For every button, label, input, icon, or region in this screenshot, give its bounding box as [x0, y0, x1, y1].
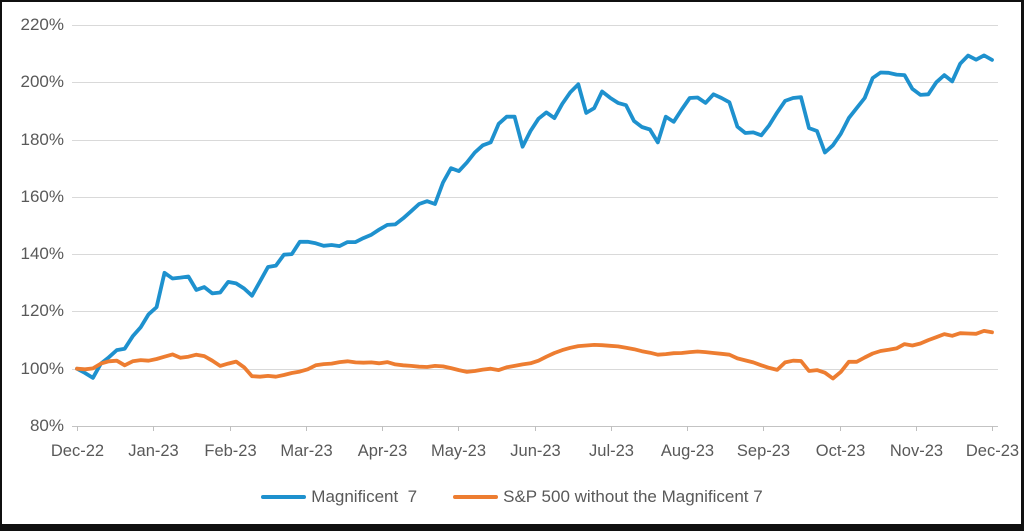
- border-left: [0, 0, 2, 531]
- legend: Magnificent 7 S&P 500 without the Magnif…: [0, 485, 1024, 509]
- x-axis-tick-label: Sep-23: [736, 442, 791, 460]
- y-axis-tick-label: 200%: [20, 72, 64, 92]
- y-axis-tick-label: 220%: [20, 15, 64, 34]
- x-axis-tick-label: Feb-23: [204, 442, 257, 460]
- y-axis-tick-label: 100%: [20, 358, 64, 378]
- y-axis-tick-label: 160%: [20, 186, 64, 206]
- legend-label-sp500-ex-mag7: S&P 500 without the Magnificent 7: [503, 487, 763, 506]
- border-bottom: [0, 524, 1024, 531]
- x-axis-tick-label: Jan-23: [128, 442, 179, 460]
- x-axis-tick-label: Apr-23: [357, 442, 408, 460]
- legend-label-magnificent-7: Magnificent 7: [311, 487, 418, 506]
- legend-item-magnificent-7: Magnificent 7: [261, 487, 417, 507]
- x-axis-tick-label: Dec-22: [50, 442, 105, 460]
- x-axis-tick-label: May-23: [430, 442, 487, 460]
- series-line-sp500-ex-mag7: [75, 328, 994, 381]
- y-axis-tick-label: 80%: [29, 416, 64, 435]
- legend-line-marker-orange: [453, 494, 499, 500]
- x-axis-tick-label: Oct-23: [815, 442, 866, 460]
- x-axis-tick-label: Mar-23: [280, 442, 333, 460]
- x-axis-tick-label: Jun-23: [510, 442, 561, 460]
- border-top: [0, 0, 1024, 2]
- series-line-magnificent-7: [75, 53, 994, 380]
- legend-line-marker-blue: [261, 494, 307, 500]
- x-axis-tick-label: Aug-23: [660, 442, 715, 460]
- x-axis-tick-label: Nov-23: [889, 442, 944, 460]
- x-axis-tick-label: Jul-23: [589, 442, 634, 460]
- legend-item-sp500-ex-mag7: S&P 500 without the Magnificent 7: [453, 487, 763, 507]
- y-axis-tick-label: 120%: [20, 301, 64, 321]
- x-axis-tick-label: Dec-23: [965, 442, 1020, 460]
- y-axis-tick-label: 180%: [20, 129, 64, 149]
- y-axis-tick-label: 140%: [20, 244, 64, 264]
- border-right: [1021, 0, 1024, 531]
